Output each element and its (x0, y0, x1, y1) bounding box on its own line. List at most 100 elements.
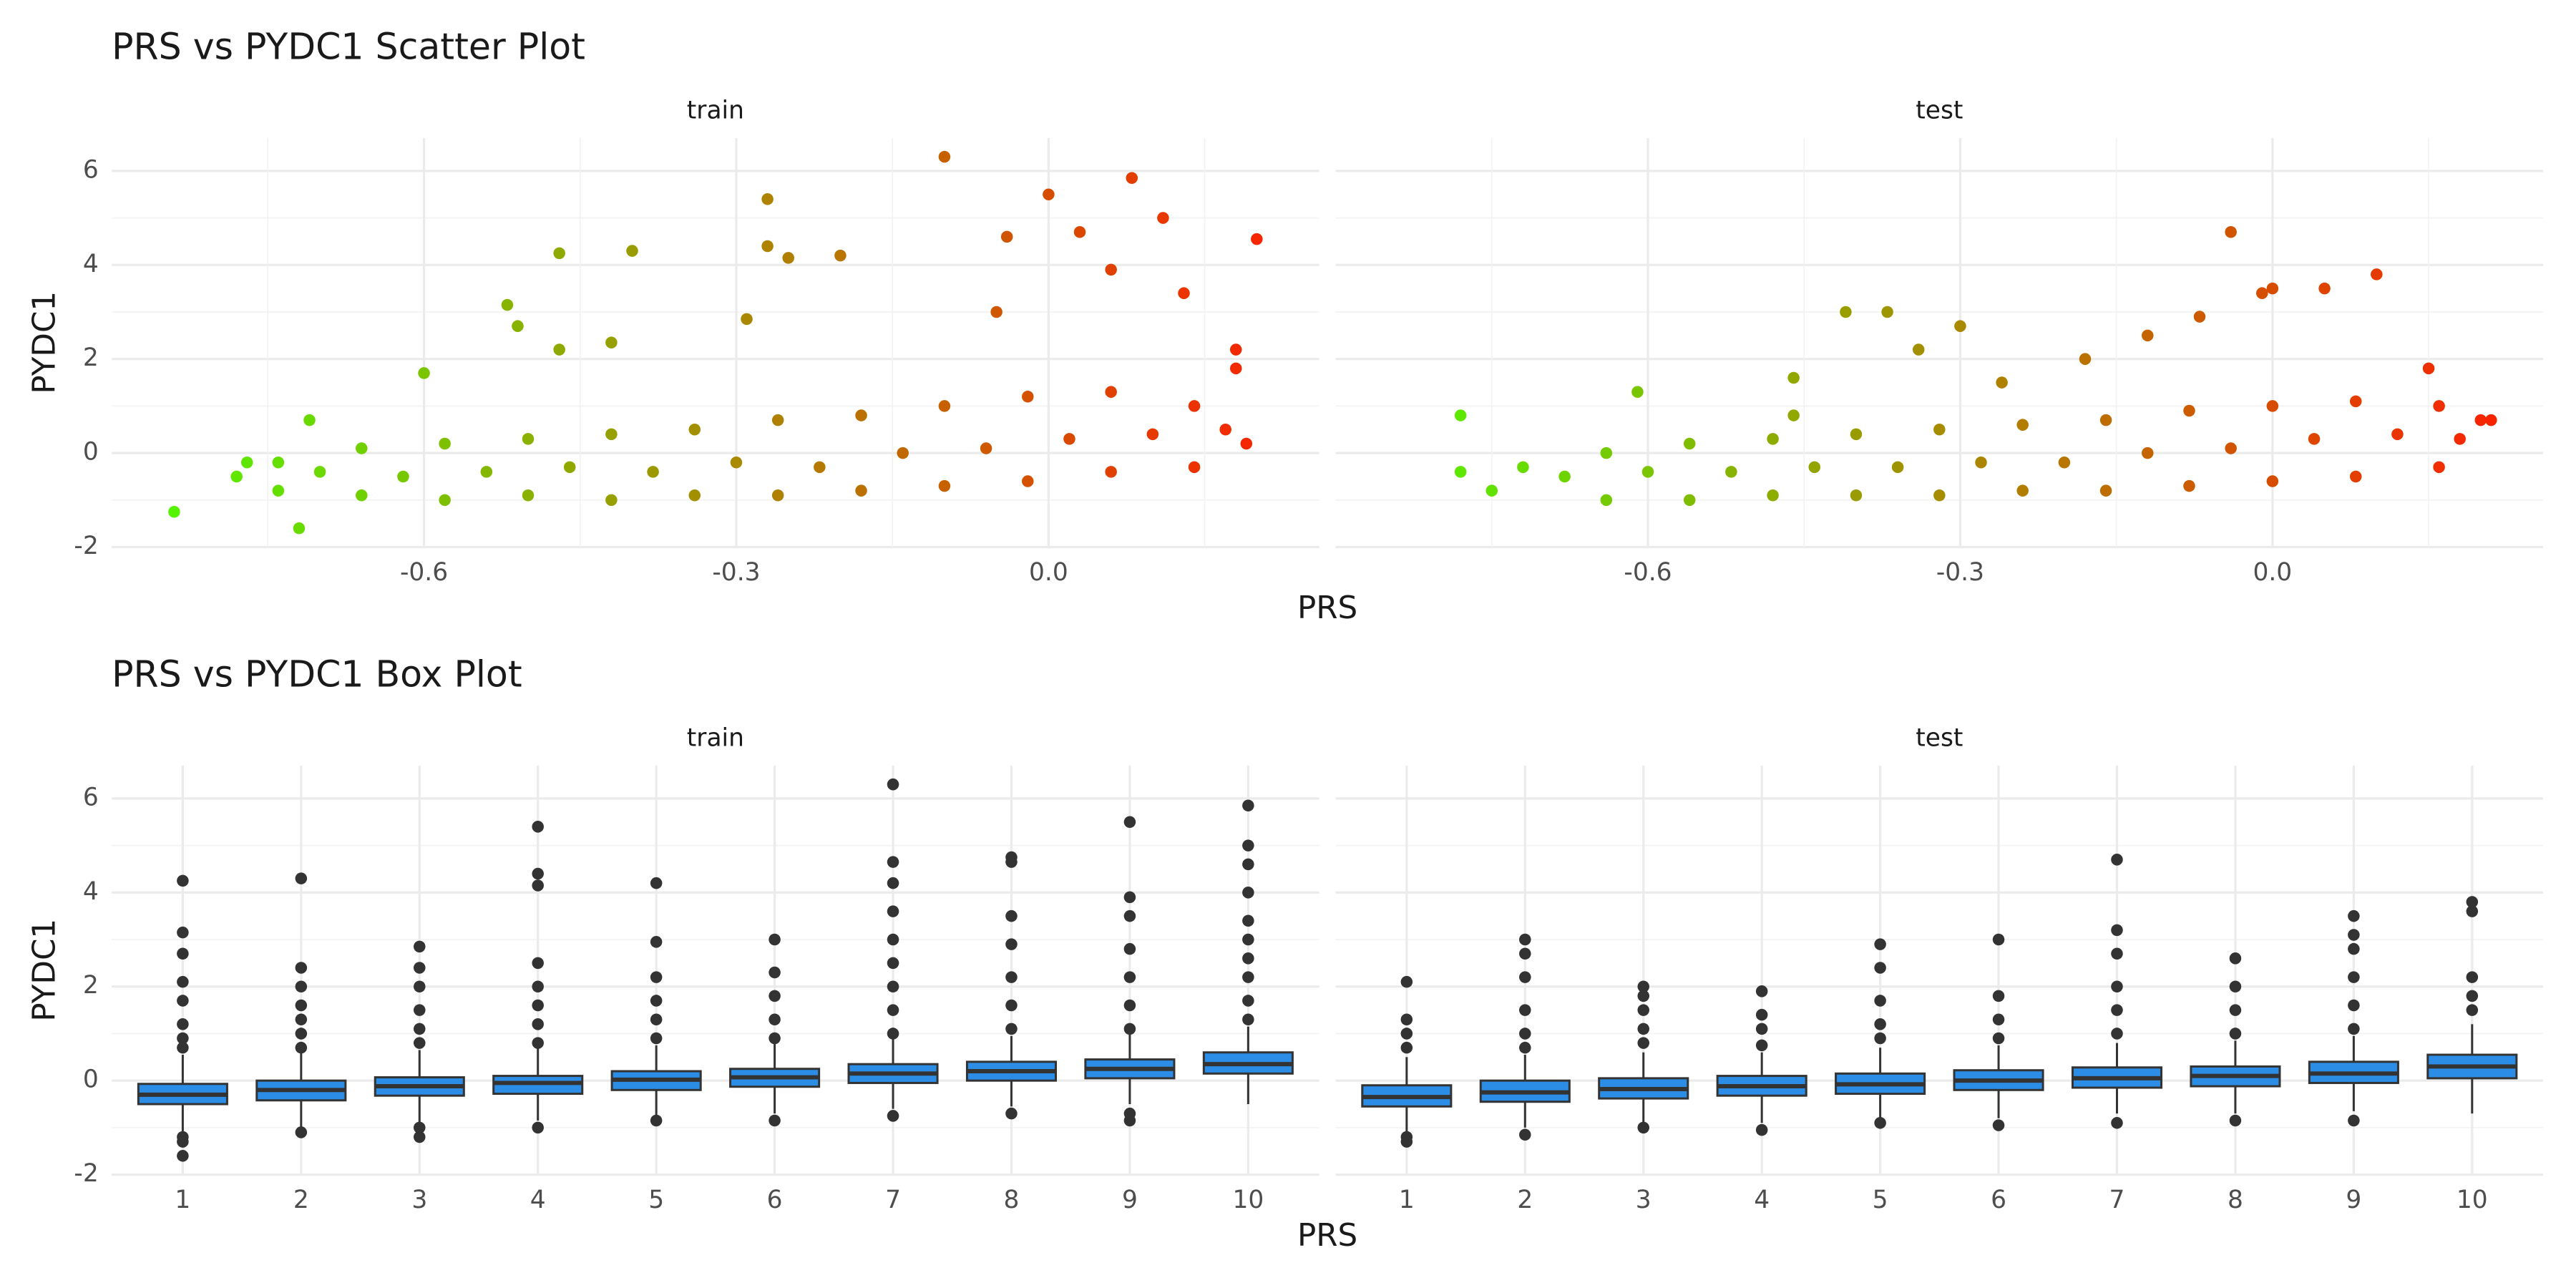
y-tick-label: 2 (83, 343, 99, 372)
point (272, 484, 285, 497)
point (1022, 391, 1034, 403)
outlier (177, 1018, 189, 1030)
outlier (1519, 947, 1531, 960)
point (605, 494, 618, 507)
outlier (1874, 995, 1886, 1007)
x-tick-label: 10 (2457, 1186, 2488, 1214)
point (1485, 484, 1498, 497)
outlier (2111, 924, 2123, 937)
outlier (414, 1131, 426, 1143)
outlier (1242, 1013, 1254, 1026)
outlier (1123, 971, 1136, 983)
point (730, 456, 743, 469)
x-tick-label: 1 (1399, 1186, 1415, 1214)
point (1787, 371, 1800, 384)
x-tick-label: 2 (293, 1186, 309, 1214)
outlier (1755, 985, 1768, 997)
y-tick-label: 6 (83, 783, 99, 811)
point (2474, 414, 2487, 426)
x-tick-label: -0.6 (400, 558, 448, 587)
outlier (1637, 1037, 1649, 1049)
y-tick-label: -2 (74, 532, 98, 560)
point (355, 489, 368, 502)
outlier (2348, 929, 2360, 941)
outlier (414, 940, 426, 953)
outlier (414, 1023, 426, 1035)
y-axis-label: PYDC1 (26, 291, 62, 394)
outlier (1637, 1121, 1649, 1134)
point (1454, 466, 1467, 478)
point (522, 489, 535, 502)
x-tick-label: 8 (1004, 1186, 1020, 1214)
point (168, 505, 180, 518)
outlier (1123, 1023, 1136, 1035)
point (1850, 489, 1863, 502)
outlier (2348, 942, 2360, 955)
outlier (1242, 799, 1254, 812)
point (2079, 353, 2092, 365)
point (1850, 428, 1863, 441)
outlier (1242, 914, 1254, 927)
outlier (2229, 1004, 2242, 1016)
outlier (1637, 990, 1649, 1002)
point (512, 320, 524, 332)
facet-label: train (687, 724, 744, 753)
point (2225, 226, 2237, 238)
outlier (650, 877, 663, 889)
outlier (1755, 1023, 1768, 1035)
point (2099, 484, 2112, 497)
point (303, 414, 316, 426)
y-tick-label: 6 (83, 155, 99, 184)
outlier (2466, 1004, 2479, 1016)
point (980, 442, 992, 454)
x-tick-label: -0.3 (1936, 558, 1984, 587)
outlier (1637, 980, 1649, 993)
outlier (2229, 980, 2242, 993)
outlier (414, 1004, 426, 1016)
outlier (2111, 854, 2123, 866)
point (814, 461, 826, 474)
outlier (2111, 947, 2123, 960)
outlier (2229, 952, 2242, 965)
outlier (2348, 971, 2360, 983)
point (2349, 470, 2362, 483)
point (1683, 437, 1696, 450)
point (1105, 386, 1117, 398)
outlier (887, 905, 899, 917)
outlier (2466, 896, 2479, 908)
point (834, 249, 847, 262)
outlier (1005, 851, 1018, 864)
x-tick-label: 0.0 (2253, 558, 2292, 587)
point (1105, 466, 1117, 478)
point (2183, 404, 2195, 417)
y-tick-label: 0 (83, 438, 99, 467)
point (1022, 475, 1034, 487)
outlier (1992, 1032, 2005, 1045)
outlier (1519, 1041, 1531, 1054)
point (855, 484, 867, 497)
outlier (1519, 1128, 1531, 1141)
x-tick-label: 6 (1991, 1186, 2006, 1214)
outlier (1519, 971, 1531, 983)
outlier (1400, 1131, 1413, 1143)
outlier (295, 1028, 308, 1040)
chart-title: PRS vs PYDC1 Scatter Plot (112, 25, 585, 67)
point (2142, 329, 2154, 342)
outlier (769, 966, 781, 979)
point (1933, 423, 1946, 436)
outlier (1874, 1018, 1886, 1030)
outlier (1992, 933, 2005, 946)
outlier (295, 1041, 308, 1054)
outlier (1755, 1008, 1768, 1021)
outlier (532, 821, 544, 833)
outlier (1242, 887, 1254, 899)
outlier (1519, 1028, 1531, 1040)
outlier (887, 1004, 899, 1016)
x-tick-label: 10 (1232, 1186, 1264, 1214)
outlier (650, 971, 663, 983)
point (2193, 311, 2206, 323)
outlier (1637, 1004, 1649, 1016)
point (2422, 362, 2435, 375)
